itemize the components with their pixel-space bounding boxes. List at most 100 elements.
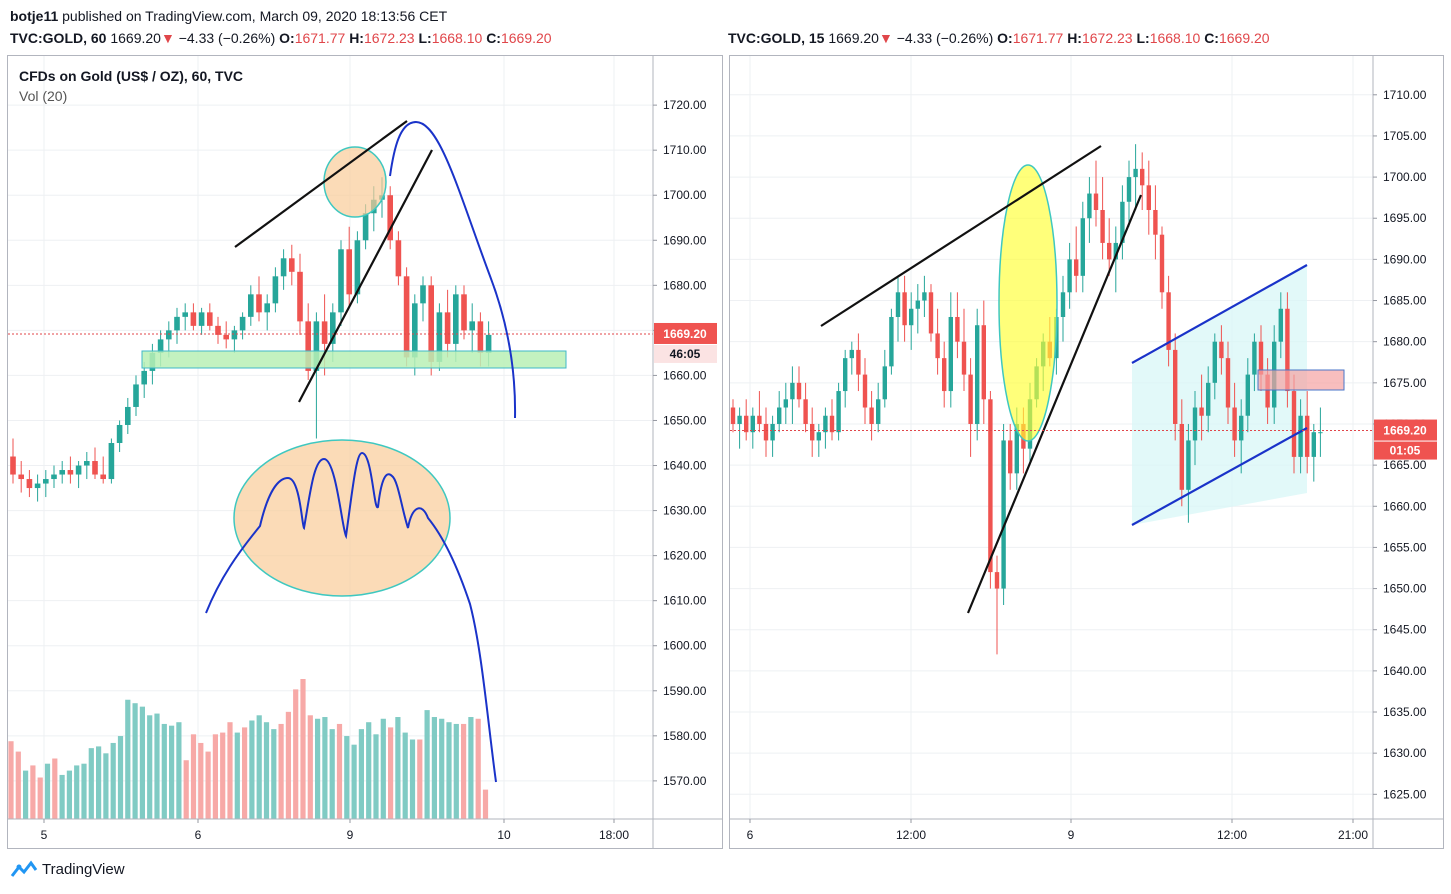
- candle[interactable]: [948, 292, 953, 408]
- candle[interactable]: [1107, 218, 1112, 276]
- volume-bar[interactable]: [52, 758, 58, 819]
- candle[interactable]: [942, 341, 947, 408]
- candle[interactable]: [961, 308, 967, 392]
- candle[interactable]: [909, 292, 914, 350]
- candle[interactable]: [1146, 160, 1151, 235]
- candle[interactable]: [876, 382, 881, 433]
- volume-bar[interactable]: [271, 729, 277, 819]
- candle[interactable]: [849, 341, 854, 375]
- volume-bar[interactable]: [205, 751, 211, 819]
- candle[interactable]: [256, 276, 262, 322]
- candle[interactable]: [955, 292, 960, 359]
- candle[interactable]: [1199, 374, 1204, 441]
- candle[interactable]: [988, 391, 993, 589]
- candle[interactable]: [790, 366, 795, 424]
- volume-bar[interactable]: [380, 718, 386, 819]
- volume-bar[interactable]: [169, 725, 175, 819]
- support-zone[interactable]: [141, 350, 567, 369]
- volume-bar[interactable]: [30, 765, 36, 819]
- volume-bar[interactable]: [424, 710, 430, 819]
- volume-bar[interactable]: [96, 746, 102, 819]
- volume-bar[interactable]: [88, 748, 94, 819]
- candle[interactable]: [215, 316, 221, 344]
- right-time-axis[interactable]: 6 12:00 9 12:00 21:00: [747, 819, 1369, 842]
- candle[interactable]: [248, 285, 254, 326]
- candle[interactable]: [796, 366, 802, 408]
- projected-path[interactable]: [389, 120, 517, 419]
- candle[interactable]: [889, 308, 894, 375]
- candle[interactable]: [231, 325, 238, 353]
- volume-bar[interactable]: [44, 763, 51, 819]
- candle[interactable]: [346, 226, 352, 308]
- candle[interactable]: [1225, 341, 1231, 424]
- candle[interactable]: [1008, 423, 1013, 490]
- volume-bar[interactable]: [183, 760, 189, 819]
- candle[interactable]: [1245, 358, 1250, 433]
- volume-bar[interactable]: [263, 722, 270, 819]
- volume-bar[interactable]: [475, 718, 481, 819]
- candle[interactable]: [994, 555, 1000, 655]
- candle[interactable]: [744, 399, 749, 441]
- volume-bar[interactable]: [417, 739, 423, 819]
- candle[interactable]: [763, 407, 769, 457]
- candle[interactable]: [1305, 391, 1310, 474]
- candle[interactable]: [902, 275, 907, 342]
- channel-lower-line[interactable]: [1131, 427, 1308, 526]
- candle[interactable]: [915, 284, 920, 334]
- candle[interactable]: [1179, 399, 1184, 507]
- top-highlight-ellipse[interactable]: [323, 146, 387, 218]
- candle[interactable]: [1212, 333, 1217, 400]
- candle[interactable]: [810, 407, 815, 457]
- volume-bar[interactable]: [315, 718, 321, 819]
- candle[interactable]: [444, 289, 451, 358]
- candle[interactable]: [289, 244, 295, 286]
- candle[interactable]: [1311, 423, 1316, 482]
- candle[interactable]: [1166, 275, 1171, 367]
- candle[interactable]: [26, 470, 33, 498]
- candle[interactable]: [1278, 292, 1283, 359]
- candle[interactable]: [836, 382, 841, 441]
- candle[interactable]: [67, 456, 74, 484]
- candle[interactable]: [420, 276, 426, 322]
- volume-bar[interactable]: [322, 717, 328, 819]
- volume-bar[interactable]: [227, 722, 233, 819]
- candle[interactable]: [338, 240, 344, 326]
- volume-bar[interactable]: [66, 770, 72, 819]
- candle[interactable]: [403, 267, 410, 367]
- candle[interactable]: [869, 391, 874, 441]
- candle[interactable]: [1067, 242, 1072, 309]
- volume-bar[interactable]: [300, 679, 306, 819]
- volume-bar[interactable]: [285, 711, 291, 819]
- candle[interactable]: [133, 375, 139, 416]
- right-chart-panel[interactable]: 1710.00 1705.00 1700.00 1695.00 1690.00 1685.…: [729, 55, 1444, 849]
- right-upper-trendline[interactable]: [820, 145, 1102, 327]
- candle[interactable]: [843, 349, 848, 408]
- candle[interactable]: [1252, 333, 1257, 392]
- volume-bar[interactable]: [154, 713, 160, 819]
- candle[interactable]: [313, 312, 320, 439]
- left-chart-panel[interactable]: 1720.001710.001700.001690.001680.001670.…: [7, 55, 723, 849]
- left-legend-vol[interactable]: Vol (20): [19, 88, 68, 104]
- candle[interactable]: [856, 333, 861, 392]
- candle[interactable]: [770, 415, 775, 457]
- candle[interactable]: [264, 294, 270, 331]
- candle[interactable]: [51, 465, 57, 489]
- candle[interactable]: [84, 452, 90, 480]
- volume-bar[interactable]: [242, 727, 248, 819]
- candle[interactable]: [975, 308, 980, 441]
- volume-bar[interactable]: [234, 732, 240, 819]
- right-lower-trendline[interactable]: [966, 194, 1143, 614]
- candle[interactable]: [280, 249, 287, 290]
- candle[interactable]: [882, 349, 887, 408]
- candle[interactable]: [777, 391, 782, 433]
- candle[interactable]: [1126, 160, 1132, 227]
- volume-bar[interactable]: [110, 742, 116, 819]
- candle[interactable]: [10, 438, 16, 484]
- candle[interactable]: [469, 303, 475, 353]
- candle[interactable]: [1232, 382, 1237, 457]
- candle[interactable]: [928, 284, 934, 342]
- volume-bar[interactable]: [132, 703, 138, 819]
- candle[interactable]: [1120, 185, 1125, 260]
- volume-bar[interactable]: [103, 753, 109, 819]
- candle[interactable]: [1060, 275, 1066, 342]
